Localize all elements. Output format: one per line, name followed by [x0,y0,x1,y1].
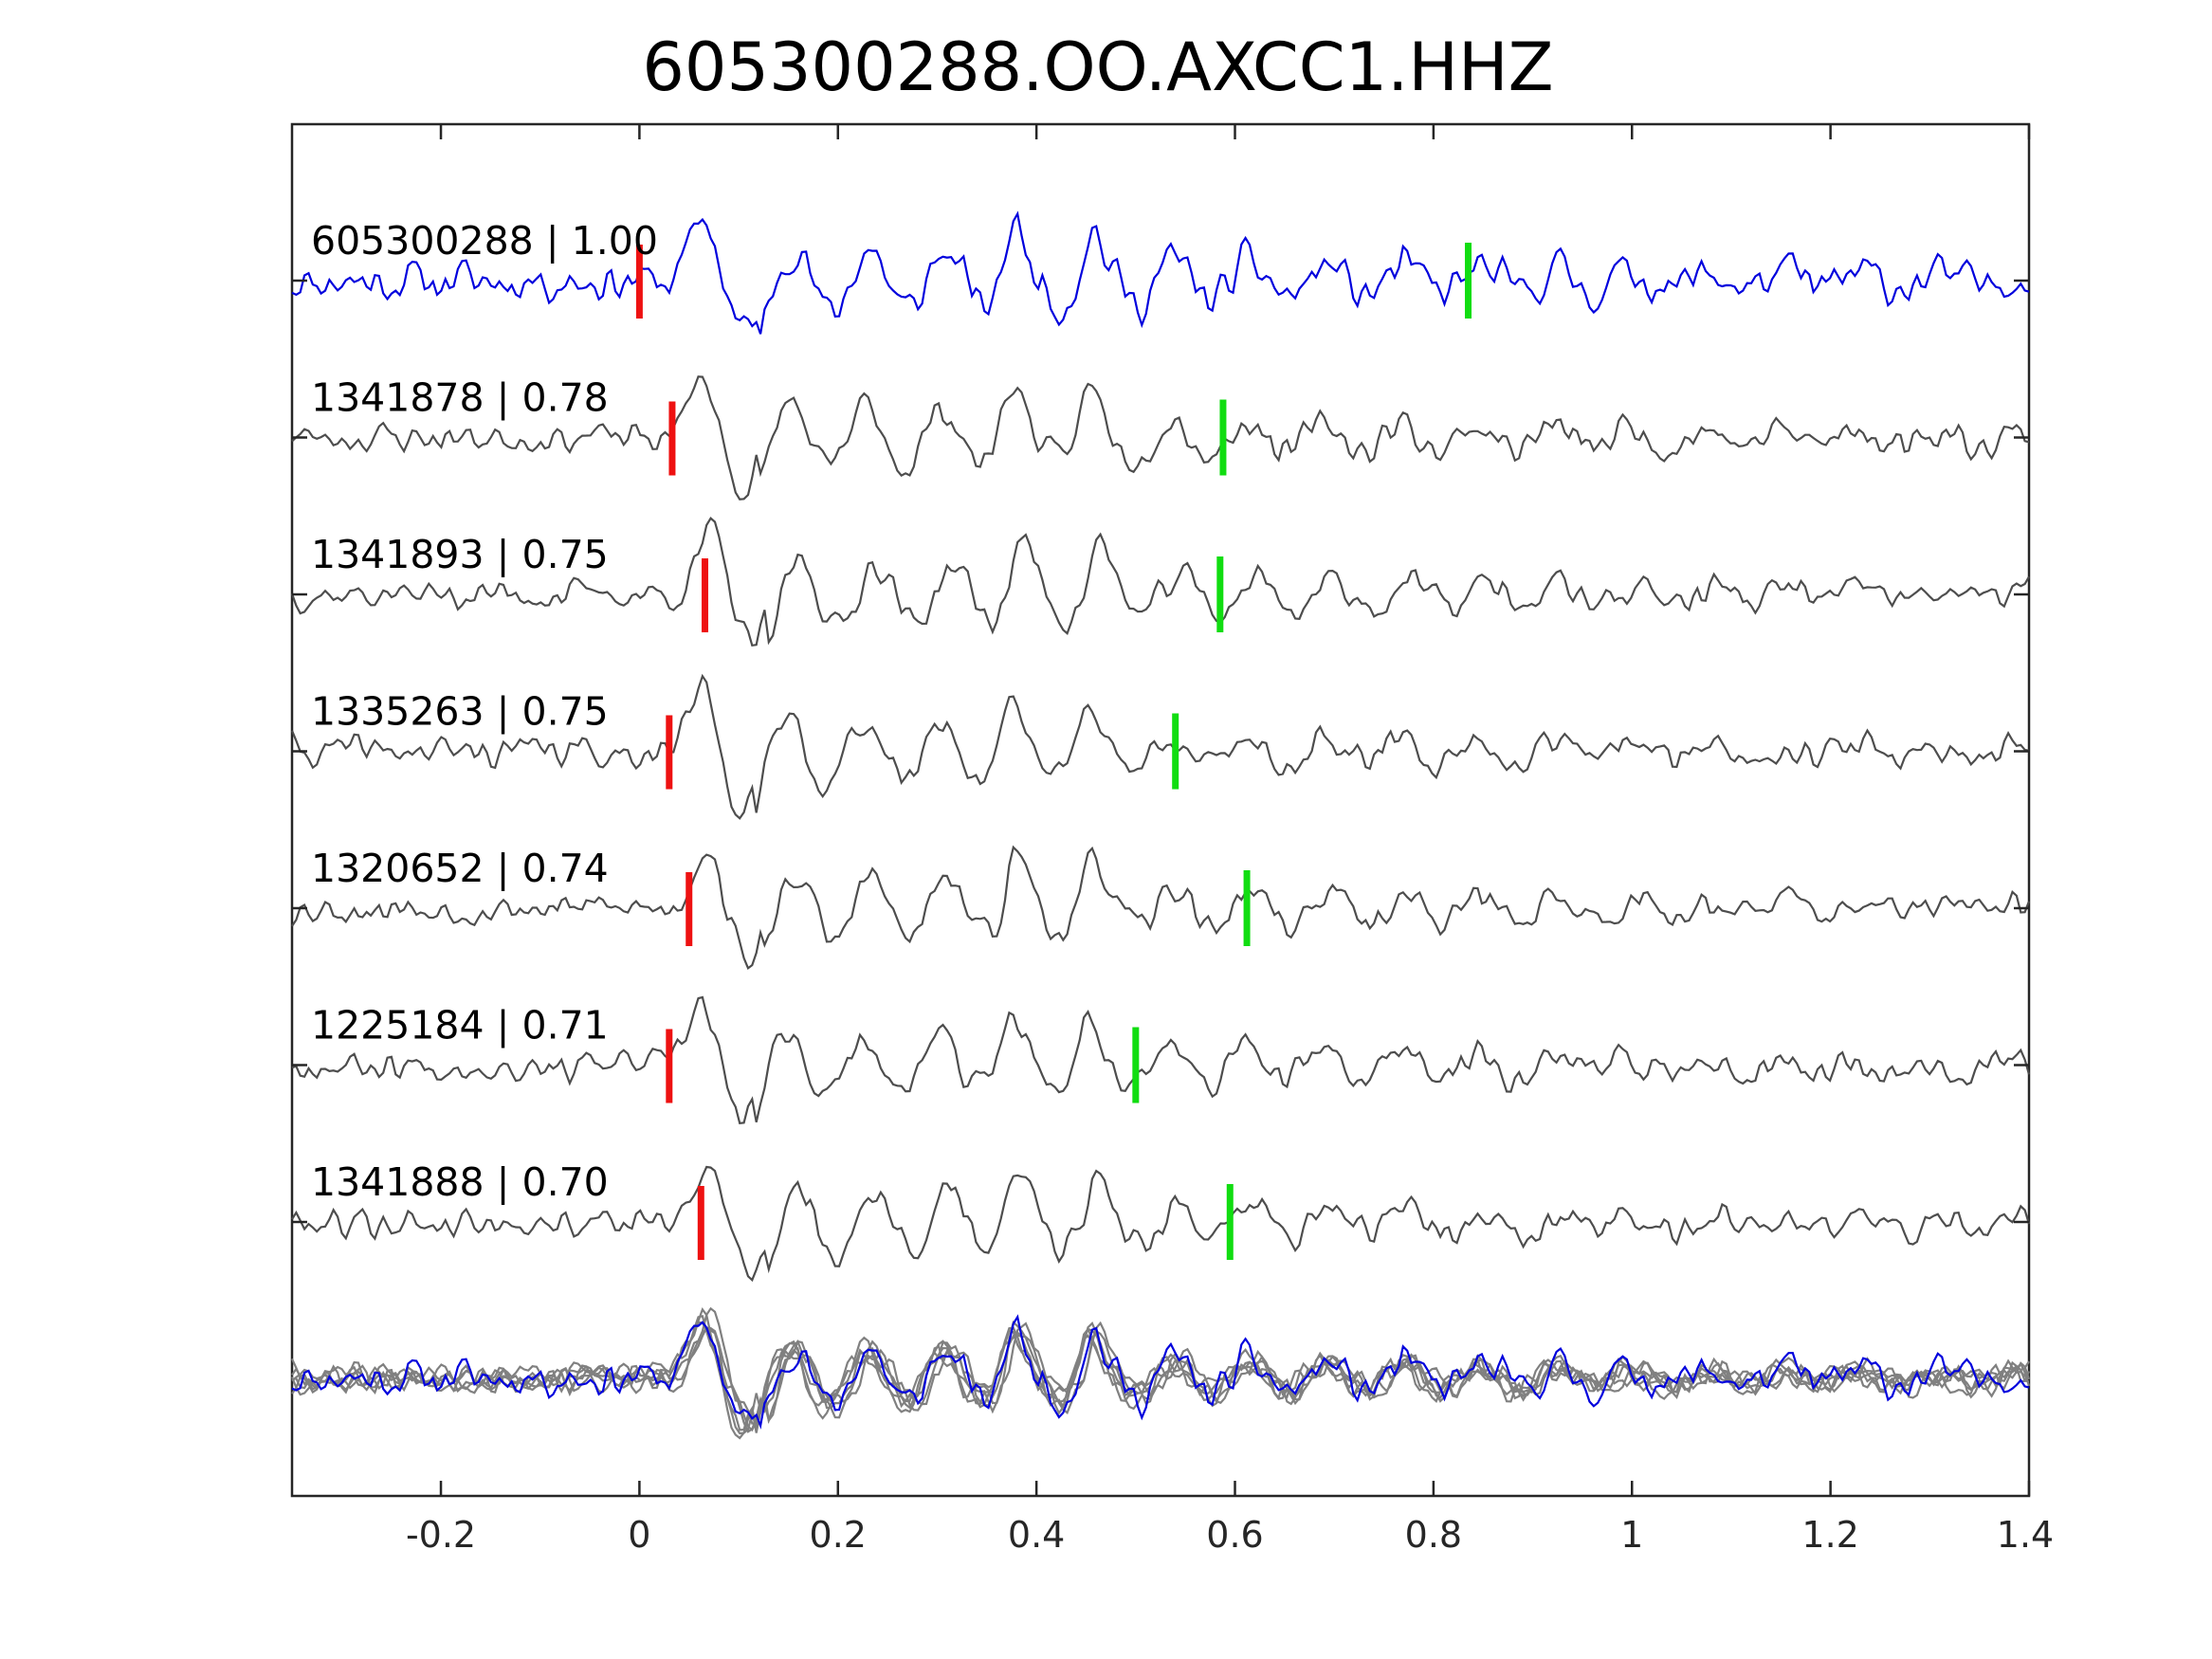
x-axis: -0.2 0 0.2 0.4 0.6 0.8 1 1.2 1.4 [292,124,2054,1556]
x-tick-label: 0.4 [1008,1514,1065,1556]
trace-label-1335263: 1335263 | 0.75 [311,689,609,735]
x-tick-label: -0.2 [406,1514,476,1556]
x-tick-label: 0 [628,1514,650,1556]
trace-1341893 [290,517,2030,647]
x-tick-label: 0.8 [1405,1514,1462,1556]
overlay-trace-1320652 [291,1320,2031,1433]
x-tick-label: 0.2 [810,1514,867,1556]
trace-label-1341878: 1341878 | 0.78 [311,375,609,421]
trace-label-1341888: 1341888 | 0.70 [311,1159,609,1205]
trace-label-1320652: 1320652 | 0.74 [311,846,609,891]
overlay-trace-605300288 [291,1314,2030,1430]
trace-label-1341893: 1341893 | 0.75 [311,532,609,577]
trace-1320652 [291,845,2031,971]
x-tick-label: 1.4 [1997,1514,2054,1556]
trace-label-1225184: 1225184 | 0.71 [311,1003,609,1048]
x-tick-label: 1 [1620,1514,1643,1556]
trace-605300288 [291,210,2030,335]
overlay-stack [290,1306,2031,1440]
trace-1341878 [291,375,2030,501]
overlay-trace-1341878 [291,1321,2030,1435]
trace-1225184 [291,995,2031,1124]
picks-layer [635,243,1472,1260]
overlay-trace-1335263 [291,1306,2030,1440]
plot-frame [290,122,2031,1498]
trace-1335263 [290,673,2030,820]
x-tick-label: 1.2 [1801,1514,1858,1556]
trace-1341888 [291,1165,2031,1283]
x-tick-label: 0.6 [1206,1514,1263,1556]
trace-label-605300288: 605300288 | 1.00 [311,218,658,264]
traces-layer [290,210,2031,1283]
trace-labels: 605300288 | 1.00 1341878 | 0.78 1341893 | … [311,218,658,1205]
chart-title: 605300288.OO.AXCC1.HHZ [642,28,1553,106]
